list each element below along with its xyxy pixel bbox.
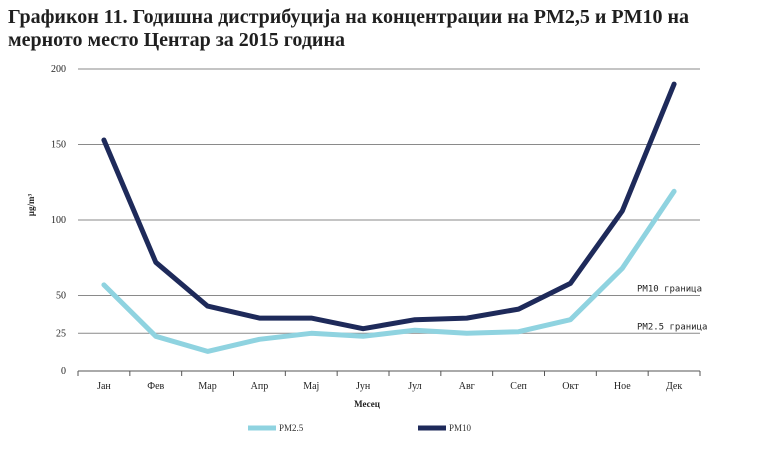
x-tick-label: Апр [251, 381, 269, 392]
series-lines [101, 81, 677, 354]
x-tick-label: Јул [408, 381, 421, 392]
x-tick-label: Сеп [510, 381, 527, 392]
y-tick-label: 0 [61, 366, 66, 377]
x-tick-label: Мај [303, 381, 319, 392]
x-tick-label: Јун [356, 381, 371, 392]
x-tick-label: Авг [459, 381, 475, 392]
x-tick-label: Ное [614, 381, 631, 392]
x-tick-label: Окт [562, 381, 579, 392]
y-tick-labels: 0 25 50 100 150 200 [51, 64, 66, 377]
legend-label: PM2.5 [279, 423, 304, 433]
y-tick-label: 50 [56, 291, 66, 302]
y-tick-label: 200 [51, 64, 66, 75]
y-tick-label: 25 [56, 328, 66, 339]
x-axis-label: Месец [354, 399, 381, 409]
x-tick-label: Јан [97, 381, 111, 392]
x-tick-label: Дек [666, 381, 682, 392]
reference-label: PM10 граница [637, 285, 702, 295]
reference-labels: PM10 граница PM2.5 граница [637, 285, 707, 333]
y-tick-label: 100 [51, 215, 66, 226]
y-axis-label: µg/m³ [26, 194, 36, 217]
y-tick-label: 150 [51, 140, 66, 151]
x-tick-labels: Јан Фев Мар Апр Мај Јун Јул Авг Сеп Окт Ное Дек [97, 381, 682, 392]
series-line-pm2-5 [101, 188, 677, 354]
series-line-pm10 [101, 81, 677, 332]
legend-label: PM10 [449, 423, 472, 433]
x-tick-label: Фев [147, 381, 164, 392]
chart-title: Графикон 11. Годишна дистрибуција на кон… [8, 6, 689, 51]
gridlines [77, 68, 701, 376]
legend: PM2.5 PM10 [248, 423, 472, 433]
x-tick-label: Мар [198, 381, 216, 392]
reference-label: PM2.5 граница [637, 322, 707, 332]
